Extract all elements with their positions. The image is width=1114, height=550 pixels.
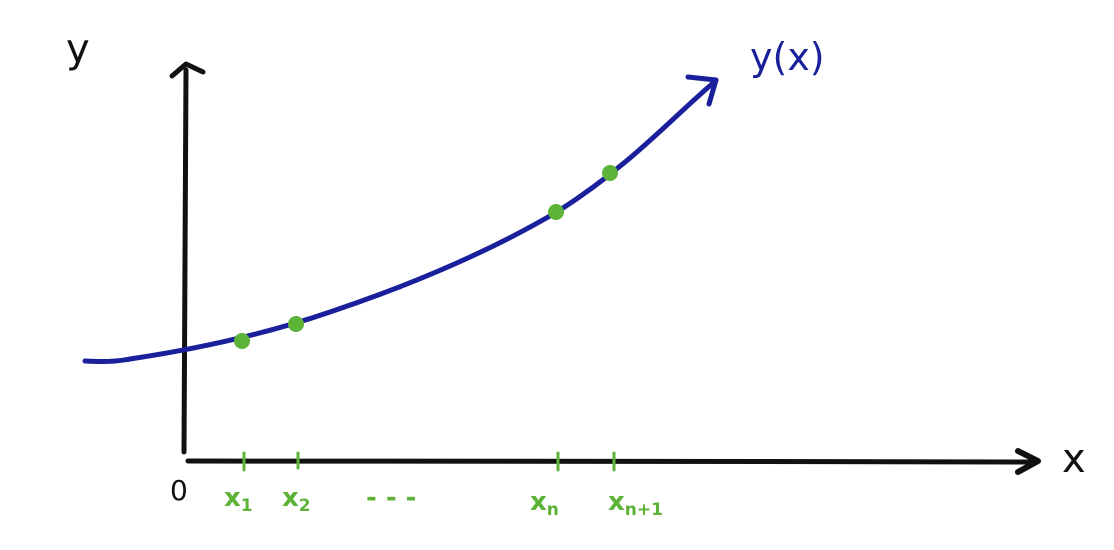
point-x2 <box>288 316 304 332</box>
point-x1 <box>234 333 250 349</box>
y-axis-arrow-icon <box>169 61 206 79</box>
origin-label: 0 <box>170 474 188 507</box>
x-axis-arrow-icon <box>1015 448 1041 475</box>
tick-label-xn1: xn+1 <box>608 487 663 520</box>
y-axis <box>181 67 189 455</box>
curve-arrow-icon <box>685 74 719 107</box>
tick-label-x1: x1 <box>224 483 253 516</box>
point-xn <box>548 204 564 220</box>
ellipsis-label: - - - <box>366 483 416 513</box>
curve-label: y(x) <box>750 35 825 79</box>
tick-label-x2: x2 <box>282 483 311 516</box>
x-axis <box>185 458 1033 465</box>
tick-label-xn: xn <box>530 487 559 520</box>
point-xn1 <box>602 165 618 181</box>
x-axis-label: x <box>1062 436 1086 482</box>
y-axis-label: y <box>66 26 90 72</box>
curve-y-of-x <box>82 81 715 365</box>
